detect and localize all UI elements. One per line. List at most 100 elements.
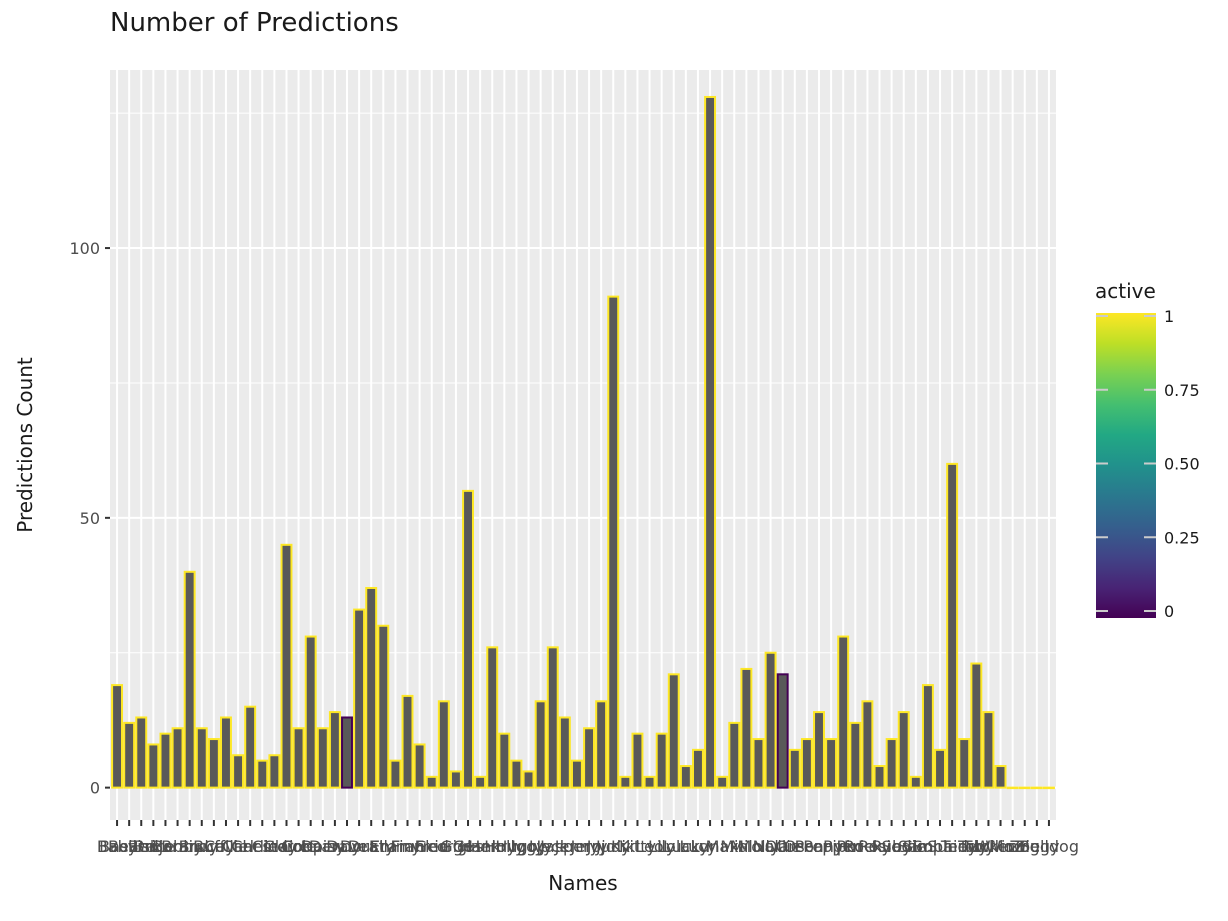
x-tick-label: Gus (453, 837, 484, 856)
x-tick-label: Ruby (872, 837, 912, 856)
x-tick-label: Dora (340, 837, 379, 856)
x-tick-label: Jasper (539, 837, 590, 856)
bar-henry (486, 646, 499, 789)
bar-kiki (619, 775, 632, 789)
bar-lily (655, 732, 668, 789)
x-tick-label: Finn (391, 837, 424, 856)
bar-benjamin (159, 732, 172, 789)
bar-iggy (522, 770, 535, 789)
x-tick-label: Rocky (844, 837, 891, 856)
x-tick-label: Daisy (301, 837, 345, 856)
bar-pixie (849, 721, 862, 789)
bar-leo (643, 775, 656, 789)
x-tick-label: Luna (691, 837, 730, 856)
x-tick-label: Lucy (679, 837, 716, 856)
bar-luna (704, 95, 717, 789)
bar-rosie (873, 765, 886, 789)
x-tick-label: Henry (468, 837, 516, 856)
x-tick-label: Basilisk (99, 837, 160, 856)
bar-hank (474, 775, 487, 789)
bar-toby (970, 662, 983, 789)
bars (111, 95, 1055, 790)
bar-mia (728, 721, 741, 789)
x-tick-label: Charlie (222, 837, 278, 856)
x-tick-label: Sophie (913, 837, 968, 856)
bar-gigi (449, 770, 462, 789)
bar-nala (764, 651, 777, 789)
x-tick-label: Bruce (179, 837, 225, 856)
legend-label: 0.75 (1164, 381, 1200, 400)
legend: active 0 0.25 0.50 0.75 1 (1095, 279, 1200, 621)
bar-dora (353, 608, 366, 789)
bar-finn (401, 694, 414, 789)
bar-sophie (934, 748, 946, 789)
x-tick-label: Nala (753, 837, 789, 856)
bar-oscar (800, 738, 813, 789)
bar-callie (220, 716, 232, 789)
bar-winnie (1006, 786, 1019, 790)
bar-zoe (1018, 786, 1031, 790)
x-tick-label: Cooper (282, 837, 340, 856)
bar-milo (740, 667, 753, 789)
x-tick-label: Ollie (765, 837, 801, 856)
x-tick-label: Dusty (348, 837, 395, 856)
y-axis-title: Predictions Count (13, 357, 37, 533)
bar-lola (667, 673, 680, 789)
bar-kitty (631, 732, 644, 789)
x-tick-label: Toby (957, 837, 994, 856)
bar-jenny (570, 759, 583, 789)
chart-title: Number of Predictions (110, 8, 399, 38)
bar-hugo (510, 759, 523, 789)
x-tick-label: Bulldog (1019, 837, 1079, 856)
bar-gus (462, 489, 474, 789)
x-tick-label: Milo (730, 837, 762, 856)
bar-bobby (171, 727, 184, 789)
y-tick-label: 100 (69, 239, 100, 258)
x-tick-label: Danny (309, 837, 361, 856)
x-tick-label: Jack (535, 837, 569, 856)
bar-carl (232, 754, 245, 789)
bar-sadie (897, 711, 910, 789)
x-tick-label: Callie (204, 837, 248, 856)
x-tick-label: Beatrice (108, 837, 175, 856)
bar-rocky (861, 700, 874, 789)
x-tick-label: Bobby (152, 837, 203, 856)
x-tick-label: Kitty (619, 837, 656, 856)
bar-tucker (982, 711, 995, 789)
legend-label: 0.50 (1164, 455, 1200, 474)
x-tick-label: Judy (595, 837, 630, 856)
x-tick-label: Winnie (985, 837, 1039, 856)
x-tick-label: Tucker (962, 837, 1015, 856)
x-tick-label: Jojo (586, 837, 616, 856)
x-tick-label: Buffy (193, 837, 235, 856)
bar-penny (813, 711, 825, 789)
x-tick-label: Simba (903, 837, 953, 856)
x-tick-label: Sam (898, 837, 934, 856)
bar-pepper (825, 738, 838, 789)
bar-emmy (389, 759, 402, 789)
bar-claire (280, 543, 293, 789)
legend-colorbar (1096, 313, 1156, 618)
x-tick-label: Chester (231, 837, 294, 856)
x-axis: BabyBasiliskBeatriceBellaBenjaminBobbyBr… (97, 820, 1079, 856)
bar-bulldog (1042, 786, 1055, 790)
bar-george (437, 700, 450, 789)
bar-max (716, 775, 729, 789)
x-tick-label: Jenny (554, 837, 599, 856)
x-tick-label: Mia (720, 837, 748, 856)
x-tick-label: Ivy (529, 837, 553, 856)
bar-brandy (183, 570, 196, 789)
x-tick-label: Hank (460, 837, 502, 856)
x-tick-label: Fred (415, 837, 449, 856)
x-tick-label: Gigi (440, 837, 471, 856)
bar-judy (607, 295, 620, 789)
x-tick-label: Ella (369, 837, 398, 856)
bar-jack (546, 646, 559, 789)
gridlines (110, 70, 1056, 820)
x-tick-label: Oreo (776, 837, 814, 856)
bar-bruce (195, 727, 208, 789)
legend-label: 0 (1164, 602, 1174, 621)
bar-cindy (268, 754, 281, 789)
